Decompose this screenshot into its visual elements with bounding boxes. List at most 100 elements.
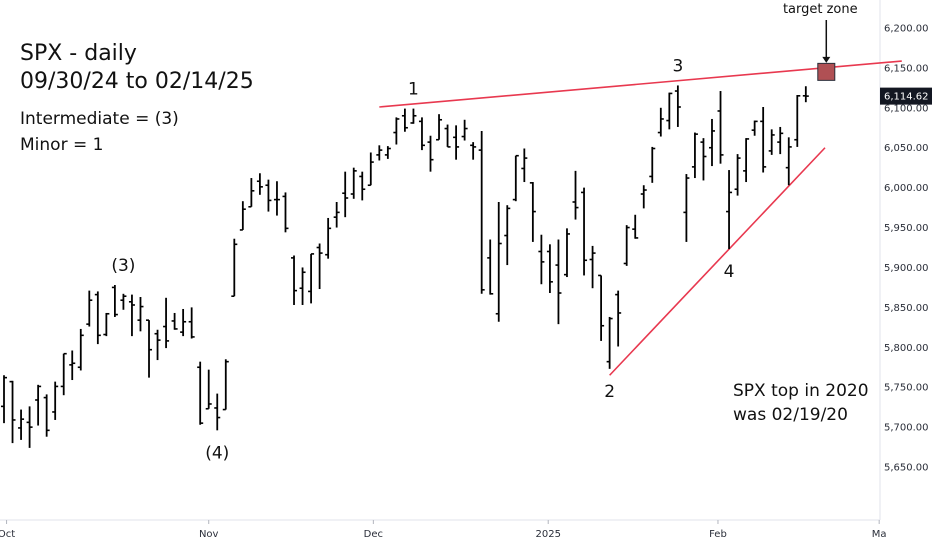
price-tick-label: 6,050.00: [884, 143, 929, 154]
wave-label: 3: [672, 56, 683, 76]
ohlc-bar: [316, 243, 323, 290]
ohlc-bar: [282, 192, 289, 233]
ohlc-bar: [734, 154, 741, 196]
ohlc-bar: [512, 154, 519, 202]
wave-label: (4): [205, 443, 229, 463]
ohlc-bar: [26, 406, 33, 448]
ohlc-bar: [632, 214, 639, 239]
last-price-tag: 6,114.62: [880, 87, 932, 105]
ohlc-bar: [563, 228, 570, 278]
price-tick-label: 5,900.00: [884, 263, 929, 274]
ohlc-bar: [487, 239, 494, 295]
ohlc-bar: [649, 146, 656, 183]
ohlc-bar: [581, 187, 588, 276]
ohlc-bar: [94, 291, 101, 345]
ohlc-bar: [546, 244, 553, 294]
price-tick-label: 5,700.00: [884, 423, 929, 434]
ohlc-bar: [461, 119, 468, 141]
ohlc-bar: [453, 125, 460, 160]
ohlc-bar: [393, 117, 400, 145]
ohlc-bar: [657, 107, 664, 137]
ohlc-bar: [171, 312, 178, 330]
wave-label: 1: [408, 80, 419, 100]
ohlc-bar: [137, 297, 144, 332]
ohlc-bar: [291, 255, 298, 305]
ohlc-bar: [674, 85, 681, 127]
ohlc-bar: [325, 217, 332, 259]
ohlc-bar: [120, 293, 127, 310]
ohlc-bar: [768, 129, 775, 155]
annotation-line-1: SPX top in 2020: [733, 381, 869, 401]
ohlc-bar: [77, 328, 84, 371]
ohlc-bar: [248, 178, 255, 208]
trendlines: [379, 60, 902, 376]
ohlc-bar: [52, 381, 59, 420]
ohlc-bar: [794, 95, 801, 147]
target-zone: target zone: [783, 2, 858, 81]
ohlc-bar: [743, 138, 750, 183]
ohlc-bar: [308, 253, 315, 304]
ohlc-bar: [128, 294, 135, 337]
ohlc-bar: [802, 86, 809, 103]
price-tick-label: 5,650.00: [884, 463, 929, 474]
trendline-upper: [379, 60, 902, 108]
ohlc-bar: [691, 132, 698, 179]
ohlc-bar: [35, 384, 42, 426]
price-tick-label: 6,100.00: [884, 103, 929, 114]
ohlc-bar: [529, 182, 536, 242]
price-axis: 6,200.00 6,150.00 6,100.00 6,050.00 6,000.00…: [879, 0, 929, 520]
ohlc-bars: [1, 85, 809, 448]
ohlc-bar: [222, 359, 229, 411]
price-tick-label: 5,750.00: [884, 383, 929, 394]
wave-labels: (3) (4) 1 2 3 4: [111, 56, 734, 463]
ohlc-bar: [265, 179, 272, 212]
ohlc-bar: [333, 201, 340, 228]
ohlc-bar: [342, 171, 349, 218]
price-tick-label: 6,200.00: [884, 23, 929, 34]
price-tick-label: 6,000.00: [884, 183, 929, 194]
time-tick-label: Dec: [364, 529, 383, 540]
ohlc-bar: [785, 137, 792, 186]
ohlc-bar: [146, 319, 153, 378]
ohlc-bar: [299, 267, 306, 305]
ohlc-bar: [555, 239, 562, 325]
ohlc-bar: [163, 297, 170, 349]
chart-subtitle: 09/30/24 to 02/14/25: [20, 69, 254, 94]
ohlc-bar: [188, 307, 195, 339]
ohlc-bar: [504, 205, 511, 266]
ohlc-bar: [470, 142, 477, 160]
time-tick-label: Feb: [709, 529, 727, 540]
time-tick-label: Nov: [199, 529, 219, 540]
price-tick-label: 5,950.00: [884, 223, 929, 234]
ohlc-bar: [367, 152, 374, 187]
degree-note-minor: Minor = 1: [20, 135, 103, 155]
target-zone-arrowhead: [822, 56, 831, 63]
time-tick-label: Ma: [872, 529, 887, 540]
ohlc-bar: [495, 201, 502, 322]
wave-label: 2: [604, 382, 615, 402]
ohlc-bar: [401, 108, 408, 132]
ohlc-bar: [103, 312, 110, 337]
ohlc-bar: [69, 350, 76, 381]
ohlc-bar: [350, 167, 357, 199]
target-zone-box: [817, 62, 836, 81]
time-axis: Oct Nov Dec 2025 Feb Ma: [0, 519, 887, 540]
ohlc-bar: [43, 394, 50, 437]
ohlc-bar: [256, 173, 263, 195]
ohlc-bar: [9, 380, 16, 444]
price-tick-label: 6,150.00: [884, 63, 929, 74]
ohlc-bar: [214, 393, 221, 431]
ohlc-bar: [572, 170, 579, 220]
wave-label: 4: [724, 262, 735, 282]
last-price-label: 6,114.62: [884, 92, 929, 103]
ohlc-bar: [154, 329, 161, 361]
ohlc-bar: [478, 130, 485, 294]
ohlc-bar: [86, 290, 93, 327]
ohlc-bar: [623, 225, 630, 266]
price-tick-label: 5,800.00: [884, 343, 929, 354]
ohlc-bar: [359, 171, 366, 201]
ohlc-bar: [717, 91, 724, 164]
ohlc-bar: [598, 274, 605, 341]
last-price-box: [880, 87, 932, 105]
